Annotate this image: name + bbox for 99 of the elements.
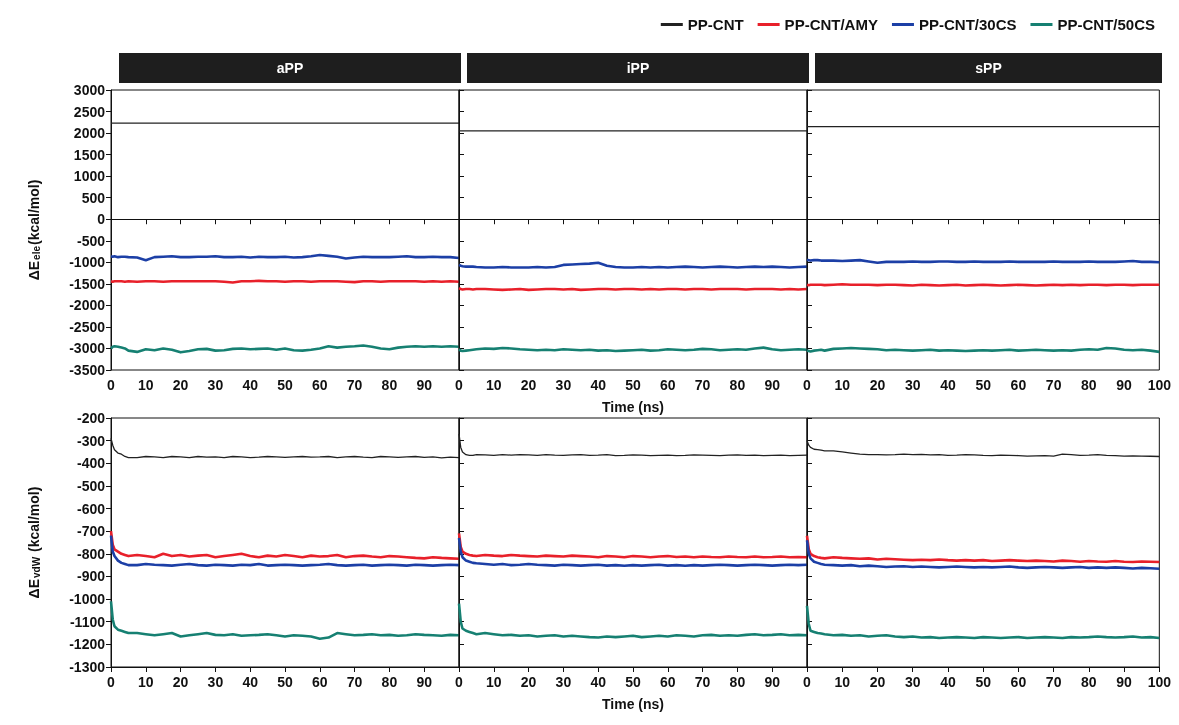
x-axis-title: Time (ns): [602, 399, 664, 415]
x-tick-label: 20: [869, 377, 886, 393]
x-tick-label: 0: [803, 674, 812, 690]
x-tick-label: 80: [381, 674, 398, 690]
y-tick-label: -2500: [69, 318, 106, 335]
y-tick-label: 0: [97, 211, 106, 228]
x-tick-label: 60: [1010, 377, 1027, 393]
x-tick-label: 10: [486, 377, 502, 393]
x-tick-label: 70: [1045, 377, 1062, 393]
y-tick-label: 3000: [73, 82, 106, 98]
y-tick-label: 2500: [73, 103, 106, 120]
x-tick-label: 30: [904, 377, 921, 393]
x-tick-label: 60: [312, 674, 328, 690]
x-tick-label: 30: [207, 674, 224, 690]
x-tick-label: 80: [729, 674, 746, 690]
x-tick-label: 70: [1045, 674, 1062, 690]
x-tick-label: 60: [1010, 674, 1027, 690]
x-tick-label: 70: [694, 674, 711, 690]
x-tick-label: 10: [138, 377, 154, 393]
y-tick-label: 2000: [73, 125, 106, 142]
x-tick-label: 80: [1081, 377, 1097, 393]
legend-label: PP-CNT/AMY: [784, 16, 878, 33]
x-tick-label: 30: [555, 377, 572, 393]
x-tick-label: 30: [904, 674, 921, 690]
x-tick-label: 40: [590, 674, 607, 690]
x-tick-label: 10: [834, 674, 851, 690]
y-tick-label: -1100: [69, 613, 106, 630]
x-tick-label: 0: [455, 377, 464, 393]
y-tick-label: -2000: [69, 297, 106, 314]
x-tick-label: 30: [207, 377, 224, 393]
x-tick-label: 50: [975, 674, 992, 690]
y-tick-label: -400: [76, 455, 106, 472]
x-tick-label: 50: [277, 377, 293, 393]
x-tick-label: 0: [455, 674, 464, 690]
x-tick-label: 20: [520, 377, 537, 393]
x-tick-label: 40: [242, 377, 259, 393]
legend-label: PP-CNT/30CS: [918, 16, 1017, 33]
x-tick-label: 40: [940, 377, 956, 393]
x-tick-label: 20: [869, 674, 886, 690]
y-tick-label: -1500: [69, 275, 106, 292]
y-tick-label: -800: [76, 545, 106, 562]
y-tick-label: -700: [76, 523, 106, 540]
legend-label: PP-CNT: [687, 16, 744, 33]
y-tick-label: -1000: [69, 591, 106, 608]
y-tick-label: -3500: [69, 362, 106, 378]
x-tick-label: 10: [138, 674, 154, 690]
x-tick-label: 40: [590, 377, 607, 393]
x-tick-label: 0: [107, 674, 116, 690]
y-tick-label: -1000: [69, 254, 106, 271]
x-tick-label: 70: [694, 377, 711, 393]
x-tick-label: 0: [803, 377, 812, 393]
x-tick-label: 20: [172, 377, 189, 393]
x-tick-label: 60: [660, 674, 676, 690]
x-tick-label: 0: [107, 377, 116, 393]
y-tick-label: 500: [81, 189, 106, 206]
x-tick-label: 40: [940, 674, 956, 690]
x-tick-label: 50: [277, 674, 293, 690]
x-tick-label: 90: [764, 377, 781, 393]
x-tick-label: 80: [1081, 674, 1097, 690]
chart-title: iPP: [626, 60, 650, 76]
y-tick-label: -500: [76, 477, 106, 494]
y-tick-label: -500: [76, 232, 106, 249]
x-tick-label: 50: [625, 377, 641, 393]
x-tick-label: 80: [381, 377, 398, 393]
y-tick-label: -1200: [69, 636, 106, 653]
x-tick-label: 90: [764, 674, 781, 690]
y-tick-label: -300: [76, 432, 106, 449]
x-tick-label: 80: [729, 377, 746, 393]
x-tick-label: 90: [416, 674, 433, 690]
y-tick-label: 1000: [73, 168, 106, 185]
x-tick-label: 90: [1116, 674, 1133, 690]
x-tick-label: 70: [346, 674, 363, 690]
x-tick-label: 70: [346, 377, 363, 393]
legend-label: PP-CNT/50CS: [1057, 16, 1156, 33]
x-tick-label: 60: [660, 377, 676, 393]
y-tick-label: -600: [76, 500, 106, 517]
y-tick-label: -200: [76, 410, 106, 426]
chart-title: aPP: [276, 60, 304, 76]
y-axis-title: ΔEele(kcal/mol): [26, 179, 42, 281]
x-tick-label: 60: [312, 377, 328, 393]
x-tick-label: 50: [975, 377, 992, 393]
x-tick-label: 40: [242, 674, 259, 690]
x-tick-label: 30: [555, 674, 572, 690]
y-tick-label: 1500: [73, 146, 106, 163]
x-tick-label: 100: [1147, 674, 1172, 690]
x-tick-label: 90: [416, 377, 433, 393]
x-tick-label: 100: [1147, 377, 1172, 393]
x-tick-label: 90: [1116, 377, 1133, 393]
x-tick-label: 10: [486, 674, 502, 690]
x-axis-title: Time (ns): [602, 696, 664, 712]
x-tick-label: 20: [172, 674, 189, 690]
y-tick-label: -900: [76, 568, 106, 585]
y-tick-label: -1300: [69, 659, 106, 675]
x-tick-label: 20: [520, 674, 537, 690]
y-tick-label: -3000: [69, 340, 106, 357]
chart-title: sPP: [975, 60, 1002, 76]
x-tick-label: 50: [625, 674, 641, 690]
y-axis-title: ΔEvdW (kcal/mol): [26, 486, 42, 599]
x-tick-label: 10: [834, 377, 851, 393]
